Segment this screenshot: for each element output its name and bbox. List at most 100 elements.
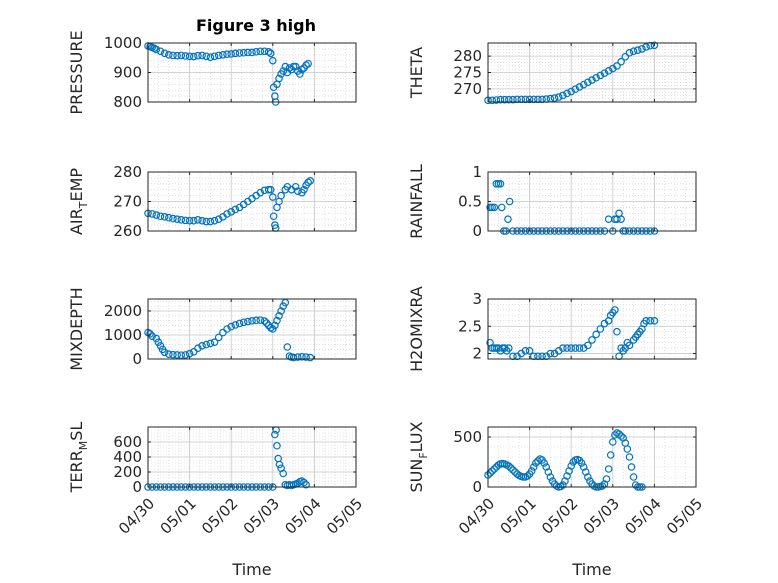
data-point bbox=[189, 52, 198, 61]
y-tick-label: 2000 bbox=[104, 302, 142, 320]
data-point bbox=[169, 214, 177, 223]
data-point bbox=[256, 47, 265, 56]
data-point bbox=[534, 95, 542, 104]
data-points bbox=[484, 429, 646, 491]
data-point bbox=[642, 43, 650, 51]
data-point bbox=[592, 73, 600, 82]
data-point bbox=[529, 463, 538, 471]
data-point bbox=[198, 216, 206, 225]
y-tick-label: 280 bbox=[113, 163, 142, 181]
data-point bbox=[613, 327, 621, 336]
data-point bbox=[584, 341, 592, 350]
data-point bbox=[492, 96, 501, 104]
data-point bbox=[486, 469, 494, 477]
data-point bbox=[256, 188, 265, 197]
data-point bbox=[293, 353, 302, 361]
subplot-rainfall: 0 0.5 1 RAINFALL bbox=[407, 163, 697, 240]
y-tick-label: 600 bbox=[113, 433, 142, 451]
y-tick-label: 2.5 bbox=[458, 317, 482, 335]
data-point bbox=[540, 459, 548, 467]
data-point bbox=[615, 430, 623, 438]
data-point bbox=[577, 459, 586, 467]
data-point bbox=[546, 349, 555, 358]
y-tick-label: 2 bbox=[472, 345, 482, 363]
data-point bbox=[525, 95, 534, 104]
y-label-base: AIR bbox=[67, 208, 86, 235]
y-label-rest: EMP bbox=[67, 168, 86, 202]
data-point bbox=[264, 48, 273, 56]
data-point bbox=[206, 53, 215, 61]
data-point bbox=[507, 464, 515, 472]
y-label-sub: M bbox=[77, 441, 90, 451]
data-point bbox=[561, 477, 569, 485]
data-point bbox=[588, 336, 596, 344]
y-tick-label: 275 bbox=[453, 64, 482, 82]
x-tick-label: 04/30 bbox=[115, 495, 158, 538]
data-point bbox=[148, 210, 156, 218]
data-point bbox=[277, 307, 285, 315]
data-point bbox=[559, 91, 567, 100]
data-point bbox=[223, 210, 231, 218]
data-point bbox=[571, 85, 580, 94]
data-point bbox=[160, 348, 169, 357]
data-point bbox=[206, 217, 215, 226]
subplot-air_temp: 260 270 280 AIRTEMP bbox=[67, 163, 357, 240]
subplot-h2omixra: 2 2.5 3 H2OMIXRA bbox=[407, 286, 697, 372]
data-point bbox=[296, 70, 304, 78]
data-point bbox=[504, 215, 512, 224]
data-point bbox=[156, 212, 165, 221]
x-axis-label: Time bbox=[571, 560, 611, 579]
data-point bbox=[291, 182, 300, 191]
data-point bbox=[223, 50, 231, 59]
y-axis-label: AIRTEMP bbox=[67, 168, 90, 235]
y-tick-label: 900 bbox=[113, 64, 142, 82]
data-point bbox=[488, 96, 496, 105]
data-point bbox=[304, 178, 312, 187]
data-point bbox=[214, 333, 223, 342]
data-point bbox=[598, 482, 607, 490]
data-points bbox=[484, 41, 659, 105]
data-point bbox=[606, 451, 615, 459]
data-point bbox=[492, 180, 501, 188]
data-point bbox=[584, 78, 592, 87]
data-point bbox=[231, 205, 240, 214]
data-point bbox=[291, 62, 300, 71]
data-point bbox=[194, 344, 202, 353]
data-point bbox=[490, 344, 499, 352]
data-point bbox=[513, 95, 521, 104]
data-point bbox=[523, 472, 532, 480]
data-point bbox=[567, 462, 576, 470]
data-point bbox=[271, 430, 279, 439]
data-point bbox=[525, 347, 534, 355]
data-point bbox=[625, 341, 634, 350]
data-point bbox=[617, 215, 625, 224]
data-point bbox=[629, 473, 638, 481]
y-label-sub: T bbox=[77, 201, 90, 209]
y-label-base: TERR bbox=[67, 450, 86, 493]
data-point bbox=[650, 41, 659, 50]
minor-grid bbox=[487, 298, 697, 360]
data-point bbox=[517, 95, 526, 104]
data-point bbox=[581, 468, 590, 476]
data-point bbox=[509, 466, 517, 474]
data-point bbox=[588, 76, 596, 84]
data-point bbox=[554, 93, 563, 101]
data-point bbox=[298, 65, 306, 74]
data-point bbox=[571, 344, 580, 352]
x-tick-label: 05/02 bbox=[538, 495, 581, 538]
data-point bbox=[611, 306, 619, 314]
data-point bbox=[504, 95, 513, 104]
data-point bbox=[550, 94, 559, 102]
x-tick-label: 05/05 bbox=[323, 495, 366, 538]
x-tick-label: 05/04 bbox=[281, 495, 324, 538]
y-tick-label: 0.5 bbox=[458, 193, 482, 211]
data-point bbox=[289, 62, 298, 71]
data-point bbox=[275, 460, 284, 469]
data-point bbox=[165, 50, 173, 59]
data-point bbox=[248, 317, 256, 325]
data-point bbox=[160, 49, 169, 58]
y-tick-label: 500 bbox=[453, 428, 482, 446]
axes-box bbox=[487, 298, 697, 360]
data-points bbox=[144, 42, 312, 106]
